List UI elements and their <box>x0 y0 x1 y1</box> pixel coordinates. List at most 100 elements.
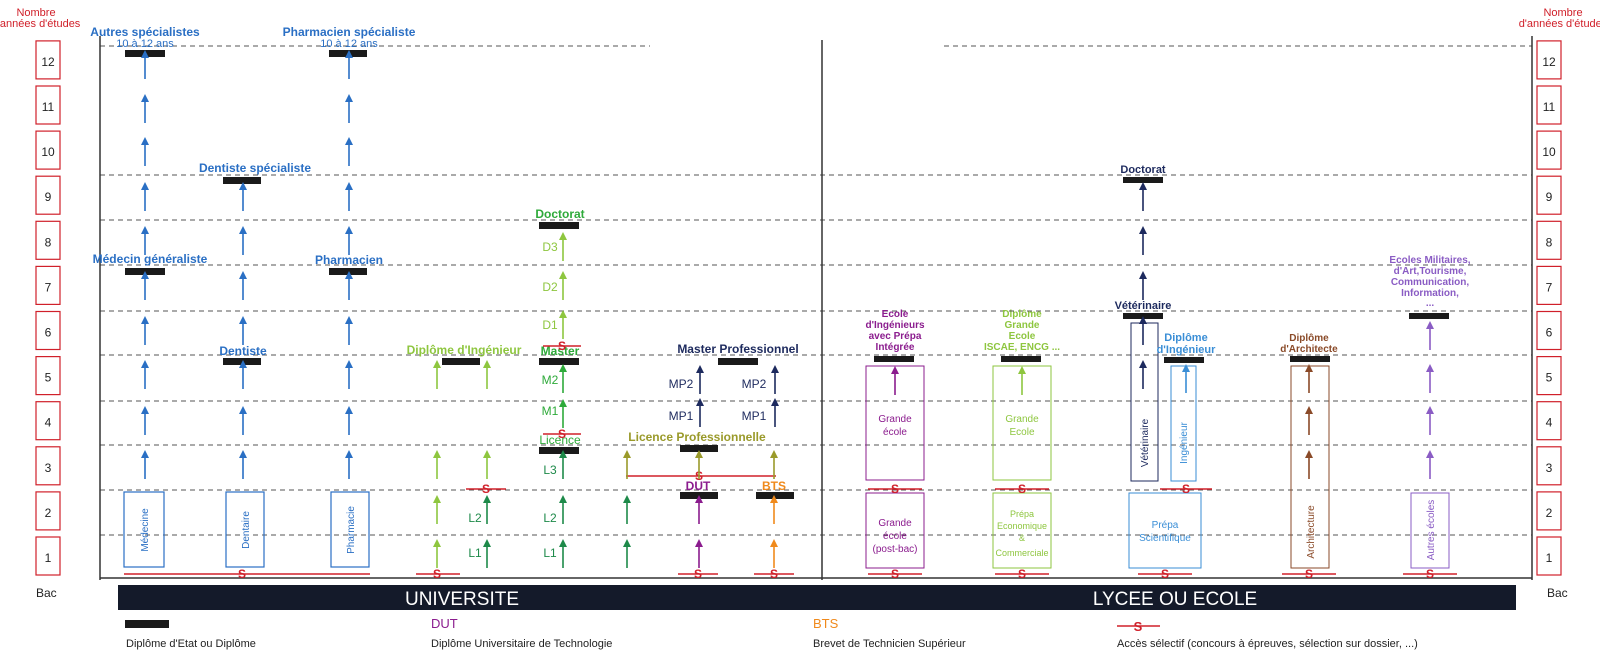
diploma-bar-ingenieur-right <box>1164 357 1204 363</box>
licence-pro-label: Licence Professionnelle <box>628 430 766 444</box>
autres-ecoles-track: Autres écoles Ecoles Militaires, d'Art,T… <box>1389 255 1470 581</box>
architecture-box-label: Architecture <box>1306 505 1317 559</box>
selective-mark-architecture: S <box>1305 567 1313 581</box>
selective-mark-grande-ecole: S <box>1018 482 1026 496</box>
master-pro-label: Master Professionnel <box>677 342 798 356</box>
pharmacie-box <box>330 491 370 568</box>
year-box-frame <box>35 130 61 170</box>
selective-mark-ecole-ing-bac: S <box>891 567 899 581</box>
selective-mark-ecole-ing: S <box>891 482 899 496</box>
militaires-line4: Information, <box>1401 288 1459 299</box>
pathway-arrows <box>433 182 1434 568</box>
stage-d2: D2 <box>542 280 558 294</box>
year-box-frame <box>35 446 61 486</box>
militaires-line1: Ecoles Militaires, <box>1389 255 1470 266</box>
years-header-right: Nombre d'années d'études <box>1519 7 1600 30</box>
medecine-track: Médecine Médecin généraliste Autres spéc… <box>90 25 208 568</box>
dentiste-specialiste-label: Dentiste spécialiste <box>199 161 311 175</box>
legend-selective-mark: S <box>1134 619 1143 634</box>
year-box-left: 7 <box>35 265 61 305</box>
year-box-right: 5 <box>1536 356 1562 396</box>
year-box-left: 11 <box>35 85 61 125</box>
year-box-left: 9 <box>35 175 61 215</box>
dentiste-label: Dentiste <box>219 344 267 358</box>
year-box-right: 10 <box>1536 130 1562 170</box>
legend-selective-label: Accès sélectif (concours à épreuves, sél… <box>1117 638 1418 650</box>
veterinaire-label: Vétérinaire <box>1115 300 1172 312</box>
years-header-line: d'années d'études <box>0 18 81 30</box>
diploma-bar-architecte <box>1290 356 1330 362</box>
grande-ecole-purple-line1: Grande <box>878 414 912 425</box>
year-box-frame <box>1536 130 1562 170</box>
diplome-ingenieur-right-line2: d'Ingénieur <box>1157 344 1217 356</box>
year-number: 8 <box>1546 235 1553 249</box>
militaires-line5: ... <box>1426 298 1435 309</box>
year-box-frame <box>1536 536 1562 576</box>
year-box-frame <box>35 175 61 215</box>
diploma-bar-grande-ecole <box>1001 356 1041 362</box>
grande-ecole-post-bac-line1: Grande <box>878 518 912 529</box>
stage-mp2-left: MP2 <box>669 377 694 391</box>
selective-mark-ingenieur-l2: S <box>482 482 490 496</box>
diploma-bar-veterinaire <box>1123 313 1163 319</box>
year-box-right: 1 <box>1536 536 1562 576</box>
medecin-generaliste-label: Médecin généraliste <box>93 252 208 266</box>
year-box-frame <box>35 536 61 576</box>
year-number: 9 <box>1546 190 1553 204</box>
stage-d1: D1 <box>542 318 558 332</box>
year-box-right: 4 <box>1536 401 1562 441</box>
year-number: 11 <box>1543 100 1556 114</box>
pharmacien-specialiste-label: Pharmacien spécialiste <box>283 25 416 39</box>
diploma-bar-licence <box>539 447 579 454</box>
year-number: 6 <box>1546 326 1553 340</box>
year-box-frame <box>1536 491 1562 531</box>
selective-mark-master: S <box>558 427 566 441</box>
prepa-eco-line4: Commerciale <box>995 548 1048 558</box>
year-box-right: 3 <box>1536 446 1562 486</box>
autres-ecoles-box <box>1410 492 1450 569</box>
year-box-frame <box>35 356 61 396</box>
year-number: 9 <box>45 190 52 204</box>
years-header-left: Nombre d'années d'études <box>0 7 81 30</box>
year-number: 7 <box>1546 280 1553 294</box>
year-number: 5 <box>45 371 52 385</box>
year-box-left: 4 <box>35 401 61 441</box>
diploma-bar-pharmacien-specialiste <box>329 50 367 57</box>
year-box-right: 11 <box>1536 85 1562 125</box>
year-box-left: 5 <box>35 356 61 396</box>
diplome-ingenieur-right-line1: Diplôme <box>1164 332 1207 344</box>
legend-dut-title: DUT <box>431 616 458 631</box>
stage-l1: L1 <box>543 546 557 560</box>
year-number: 2 <box>1546 506 1553 520</box>
selective-mark-bts: S <box>770 567 778 581</box>
dentaire-track: Dentaire Dentiste Dentiste spécialiste <box>199 161 311 568</box>
year-number: 4 <box>45 416 52 430</box>
medecine-box-label: Médecine <box>140 508 151 552</box>
year-number: 5 <box>1546 371 1553 385</box>
diplome-ingenieur-univ-label: Diplôme d'Ingénieur <box>407 343 522 357</box>
medical-arrows <box>141 50 353 479</box>
legend-bts-label: Brevet de Technicien Supérieur <box>813 638 966 650</box>
stage-mp1-right: MP1 <box>742 409 767 423</box>
grande-ecole-purple-line2: école <box>883 427 907 438</box>
diploma-bar-licence-pro <box>680 445 718 452</box>
ecole-ing-line2: d'Ingénieurs <box>865 320 924 331</box>
doctorat-label: Doctorat <box>535 207 584 221</box>
year-box-frame <box>1536 401 1562 441</box>
year-box-left: 12 <box>35 40 61 80</box>
diploma-bar-pharmacien <box>329 268 367 275</box>
year-box-frame <box>35 220 61 260</box>
selective-mark-autres-ecoles: S <box>1426 567 1434 581</box>
year-box-frame <box>35 40 61 80</box>
year-box-right: 8 <box>1536 220 1562 260</box>
pharmacie-box-label: Pharmacie <box>346 506 357 554</box>
ingenieur-univ-track: Diplôme d'Ingénieur L2 L1 S S <box>407 343 522 581</box>
selective-mark-doctorat: S <box>558 339 566 353</box>
year-box-left: 1 <box>35 536 61 576</box>
diploma-bar-militaires <box>1409 313 1449 319</box>
bac-label-right: Bac <box>1547 586 1568 600</box>
year-box-right: 6 <box>1536 310 1562 351</box>
